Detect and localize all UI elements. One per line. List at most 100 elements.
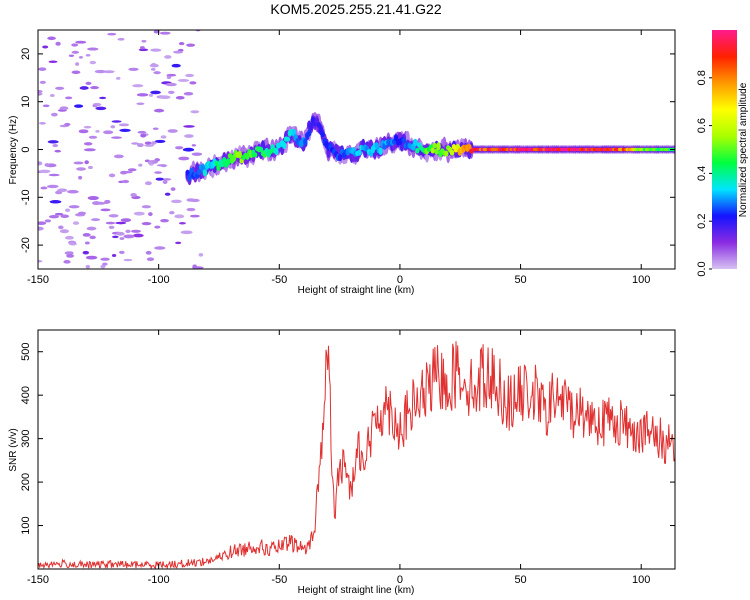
x-tick-label: -100 [148,574,170,586]
noise-blob [78,55,83,59]
noise-blob [51,112,58,117]
noise-blob [141,39,147,43]
noise-blob [99,96,107,100]
noise-blob [138,48,149,52]
noise-blob [116,231,125,236]
noise-blob [154,171,162,174]
noise-blob [72,221,80,225]
noise-blob [48,215,60,219]
noise-blob [178,222,186,225]
noise-blob [66,189,79,194]
noise-blob [182,147,195,152]
colorbar: 0.0 0.2 0.4 0.6 0.8 Normalized spectral ampl… [696,30,749,277]
y-tick-label: 400 [20,386,32,404]
noise-blob [73,161,84,165]
x-tick-label: -50 [271,274,287,286]
spectrogram-cell [401,137,406,143]
spectrogram-cell [307,129,312,137]
colorbar-tick-label: 0.0 [696,261,708,276]
noise-blob [64,122,71,126]
noise-blob [123,258,133,262]
noise-blob [78,129,89,134]
noise-blob [111,136,122,139]
noise-blob [116,76,121,80]
snr-frame [37,329,676,570]
noise-blob [158,95,171,99]
noise-blob [190,198,200,203]
noise-blob [59,106,69,111]
snr-series-line [38,341,675,569]
noise-blob [190,110,200,114]
spectrogram-cell [308,122,314,131]
noise-blob [136,143,144,148]
noise-blob [138,163,143,167]
noise-blob [95,106,107,111]
noise-blob [54,212,64,216]
noise-blob [173,50,184,54]
noise-blob [38,90,43,93]
noise-blob [38,226,44,231]
noise-blob [178,42,185,46]
noise-blob [59,229,69,234]
snr-y-axis-label: SNR (v/v) [8,428,19,471]
x-tick-label: 50 [514,574,526,586]
x-tick-label: 0 [397,574,403,586]
noise-blob [84,241,90,245]
noise-blob [137,130,147,134]
noise-blob [85,81,92,85]
noise-blob [141,205,152,209]
noise-blob [111,120,122,123]
noise-blob [153,30,160,34]
noise-blob [191,152,203,156]
noise-blob [170,187,176,191]
y-tick-label: -20 [20,237,32,253]
noise-blob [100,208,111,212]
noise-blob [87,196,99,201]
noise-blob [189,81,197,85]
noise-blob [144,181,152,186]
noise-blob [120,218,132,223]
noise-blob [132,84,144,88]
snr-x-ticks: -150 -100 -50 0 50 100 [27,330,650,586]
noise-blob [144,141,152,145]
noise-blob [108,214,119,218]
spectrogram-y-ticks: -20 -10 0 10 20 [20,48,675,253]
noise-blob [117,37,125,41]
noise-blob [162,178,172,181]
x-tick-label: -150 [27,274,49,286]
noise-blob [57,188,68,193]
snr-y-ticks: 100 200 300 400 500 [20,343,675,535]
noise-blob [100,257,110,261]
noise-blob [160,135,167,139]
x-tick-label: 100 [632,574,650,586]
y-tick-label: 10 [20,96,32,108]
noise-blob [146,257,155,261]
noise-blob [198,253,204,257]
noise-blob [178,156,190,161]
spectrogram-cell [274,147,279,156]
spectrogram-cell [378,147,383,155]
spectrogram-cell [268,148,273,155]
noise-blob [83,142,93,146]
noise-blob [71,43,79,47]
spectrogram-cell [285,136,291,142]
noise-blob [131,142,139,145]
y-tick-label: 500 [20,343,32,361]
noise-blob [83,148,96,152]
y-tick-label: 300 [20,429,32,447]
x-tick-label: 100 [632,274,650,286]
noise-blob [76,167,86,171]
noise-blob [64,235,74,240]
noise-blob [88,135,98,139]
noise-blob [65,96,73,100]
noise-blob [64,251,74,255]
noise-blob [166,75,172,79]
noise-blob [87,47,99,51]
noise-blob [175,95,185,100]
noise-blob [121,179,130,184]
colorbar-ticks: 0.0 0.2 0.4 0.6 0.8 [696,70,712,277]
spectrogram-y-axis-label: Frequency (Hz) [8,116,19,185]
noise-blob [108,173,116,178]
noise-blob [170,199,182,204]
